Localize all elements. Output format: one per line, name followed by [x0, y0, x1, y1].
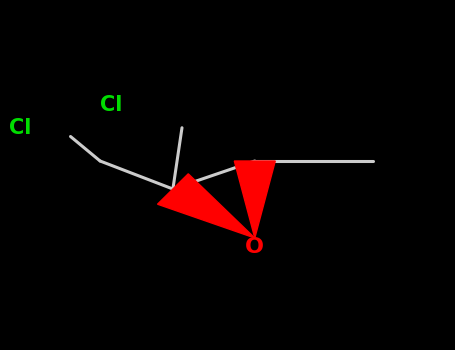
- Polygon shape: [234, 161, 275, 238]
- Text: O: O: [245, 237, 264, 257]
- Text: Cl: Cl: [100, 95, 122, 115]
- Text: Cl: Cl: [9, 118, 31, 138]
- Polygon shape: [157, 174, 255, 238]
